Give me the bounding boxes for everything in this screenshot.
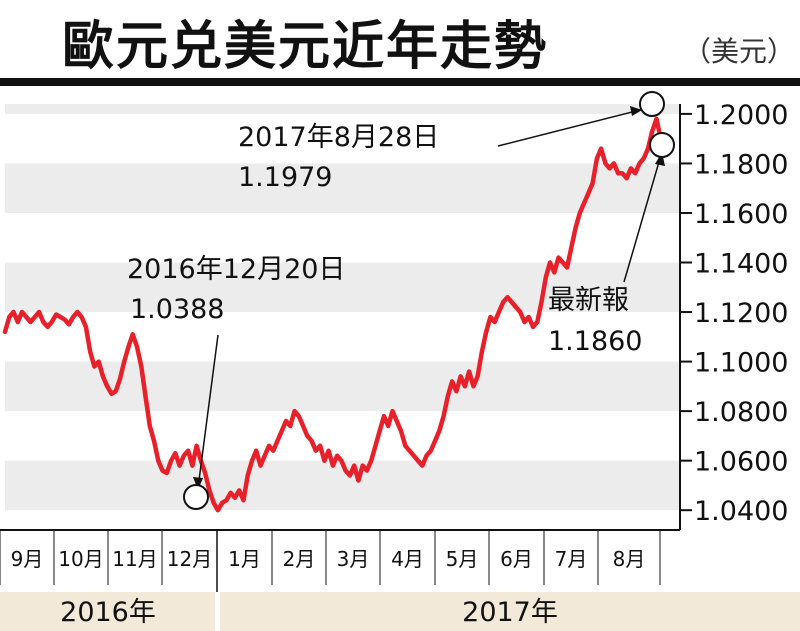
x-tick-label: 1月: [228, 547, 261, 571]
y-tick-label: 1.1400: [694, 249, 788, 280]
series-line-eurusd: [2, 116, 668, 513]
grid-band: [5, 163, 680, 213]
pointer-arrow-latest: [623, 154, 662, 283]
x-tick-label: 7月: [555, 547, 588, 571]
y-tick-label: 1.1600: [694, 199, 788, 230]
y-tick-labels: 1.2000 1.1800 1.1600 1.1400 1.1200 1.1000 1.08…: [680, 100, 788, 527]
x-tick-label: 10月: [58, 547, 103, 571]
x-tick-label: 5月: [446, 547, 479, 571]
chart-title: 歐元兑美元近年走勢: [62, 16, 549, 77]
annotation-peak-date: 2017年8月28日: [238, 122, 439, 153]
x-tick-label: 6月: [500, 547, 533, 571]
grid-bands: [5, 104, 680, 511]
annotation-low-value: 1.0388: [130, 294, 224, 325]
y-tick-label: 1.1800: [694, 149, 788, 180]
y-tick-label: 1.1200: [694, 298, 788, 329]
year-band-gap: [215, 592, 220, 631]
y-tick-label: 1.0400: [694, 496, 788, 527]
arrow-head-peak: [630, 106, 642, 116]
year-label: 2016年: [60, 597, 156, 628]
annotation-peak-value: 1.1979: [238, 162, 332, 193]
x-tick-label: 3月: [337, 547, 370, 571]
x-tick-label: 9月: [11, 547, 44, 571]
marker-latest: [649, 132, 675, 158]
grid-band: [5, 262, 680, 313]
y-tick-label: 1.1000: [694, 348, 788, 379]
x-tick-label: 8月: [613, 547, 646, 571]
annotation-latest-value: 1.1860: [548, 326, 642, 357]
title-rule: [0, 78, 800, 86]
y-tick-label: 1.0800: [694, 397, 788, 428]
x-tick-label: 4月: [391, 547, 424, 571]
x-tick-label: 11月: [112, 547, 157, 571]
year-label: 2017年: [462, 597, 558, 628]
pointer-arrow-low: [197, 334, 219, 489]
annotation-latest-label: 最新報: [548, 285, 629, 316]
year-band-bg: [0, 592, 800, 631]
unit-label: （美元）: [683, 35, 796, 68]
year-band: 2016年 2017年: [0, 592, 800, 631]
x-month-axis: 9月 10月 11月 12月 1月 2月 3月 4月 5月 6月 7月 8月: [0, 529, 680, 631]
x-tick-label: 12月: [167, 547, 212, 571]
arrow-head-low: [193, 477, 203, 490]
y-tick-label: 1.2000: [694, 100, 788, 131]
x-tick-label: 2月: [283, 547, 316, 571]
pointer-arrow-peak: [497, 109, 641, 147]
marker-low: [183, 484, 209, 510]
y-tick-label: 1.0600: [694, 447, 788, 478]
annotations: 2016年12月20日 1.0388 2017年8月28日 1.1979 最新報…: [127, 91, 675, 510]
marker-peak: [639, 91, 665, 117]
grid-band: [5, 104, 680, 114]
annotation-low-date: 2016年12月20日: [127, 254, 345, 285]
